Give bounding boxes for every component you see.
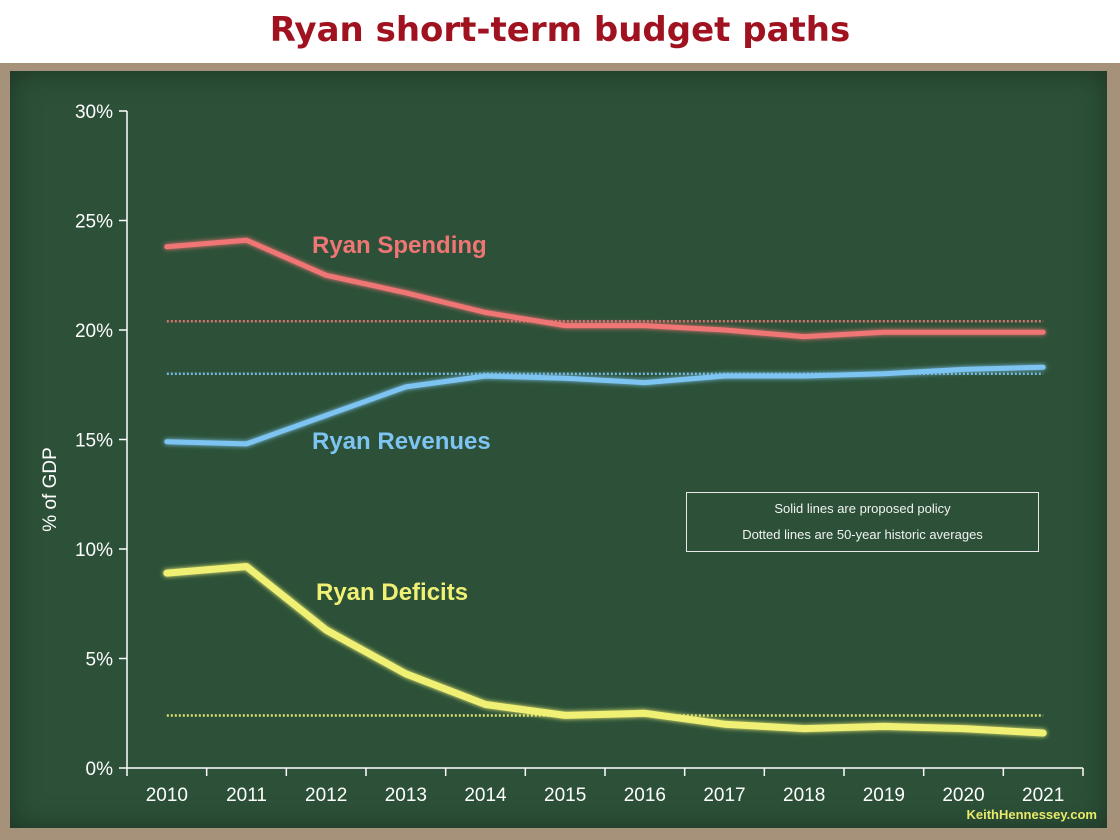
x-tick-label: 2014 <box>464 785 507 806</box>
x-tick-label: 2016 <box>624 785 666 806</box>
series-lines <box>163 237 1047 737</box>
x-tick-label: 2015 <box>544 785 586 806</box>
credit-text: KeithHennessey.com <box>966 807 1097 822</box>
note-dotted-lines: Dotted lines are 50-year historic averag… <box>742 527 983 542</box>
note-solid-lines: Solid lines are proposed policy <box>774 501 951 516</box>
series-line-ryan-revenues <box>164 364 1046 447</box>
chalkboard <box>10 71 1107 828</box>
series-labels: Ryan Spending Ryan Revenues Ryan Deficits <box>312 232 491 606</box>
series-line-ryan-deficits <box>163 563 1047 737</box>
chalkboard-frame <box>0 63 1120 840</box>
x-tick-label: 2018 <box>783 785 825 806</box>
series-label-ryan-deficits: Ryan Deficits <box>316 579 468 606</box>
series-label-ryan-spending: Ryan Spending <box>312 232 487 259</box>
y-tick-label: 0% <box>86 759 114 780</box>
y-axis-label: % of GDP <box>40 447 61 531</box>
series-line-ryan-spending <box>164 237 1046 340</box>
x-tick-label: 2017 <box>703 785 745 806</box>
note-box: Solid lines are proposed policy Dotted l… <box>686 492 1039 552</box>
y-tick-label: 10% <box>75 540 113 561</box>
y-tick-label: 20% <box>75 321 113 342</box>
x-tick-label: 2021 <box>1022 785 1064 806</box>
chart-title: Ryan short-term budget paths <box>269 10 851 50</box>
x-tick-label: 2010 <box>146 785 188 806</box>
series-label-ryan-revenues: Ryan Revenues <box>312 428 491 455</box>
y-tick-label: 15% <box>75 431 113 452</box>
x-tick-label: 2011 <box>226 785 267 806</box>
x-tick-label: 2019 <box>863 785 905 806</box>
axes: 0% 5% 10% 15% 20% 25% 30% 2010 2011 2012 2013 2014 2… <box>40 102 1084 806</box>
x-tick-label: 2013 <box>385 785 427 806</box>
y-tick-label: 30% <box>75 102 113 123</box>
y-tick-label: 25% <box>75 212 113 233</box>
y-tick-label: 5% <box>86 650 114 671</box>
x-tick-label: 2020 <box>942 785 984 806</box>
x-tick-label: 2012 <box>305 785 347 806</box>
